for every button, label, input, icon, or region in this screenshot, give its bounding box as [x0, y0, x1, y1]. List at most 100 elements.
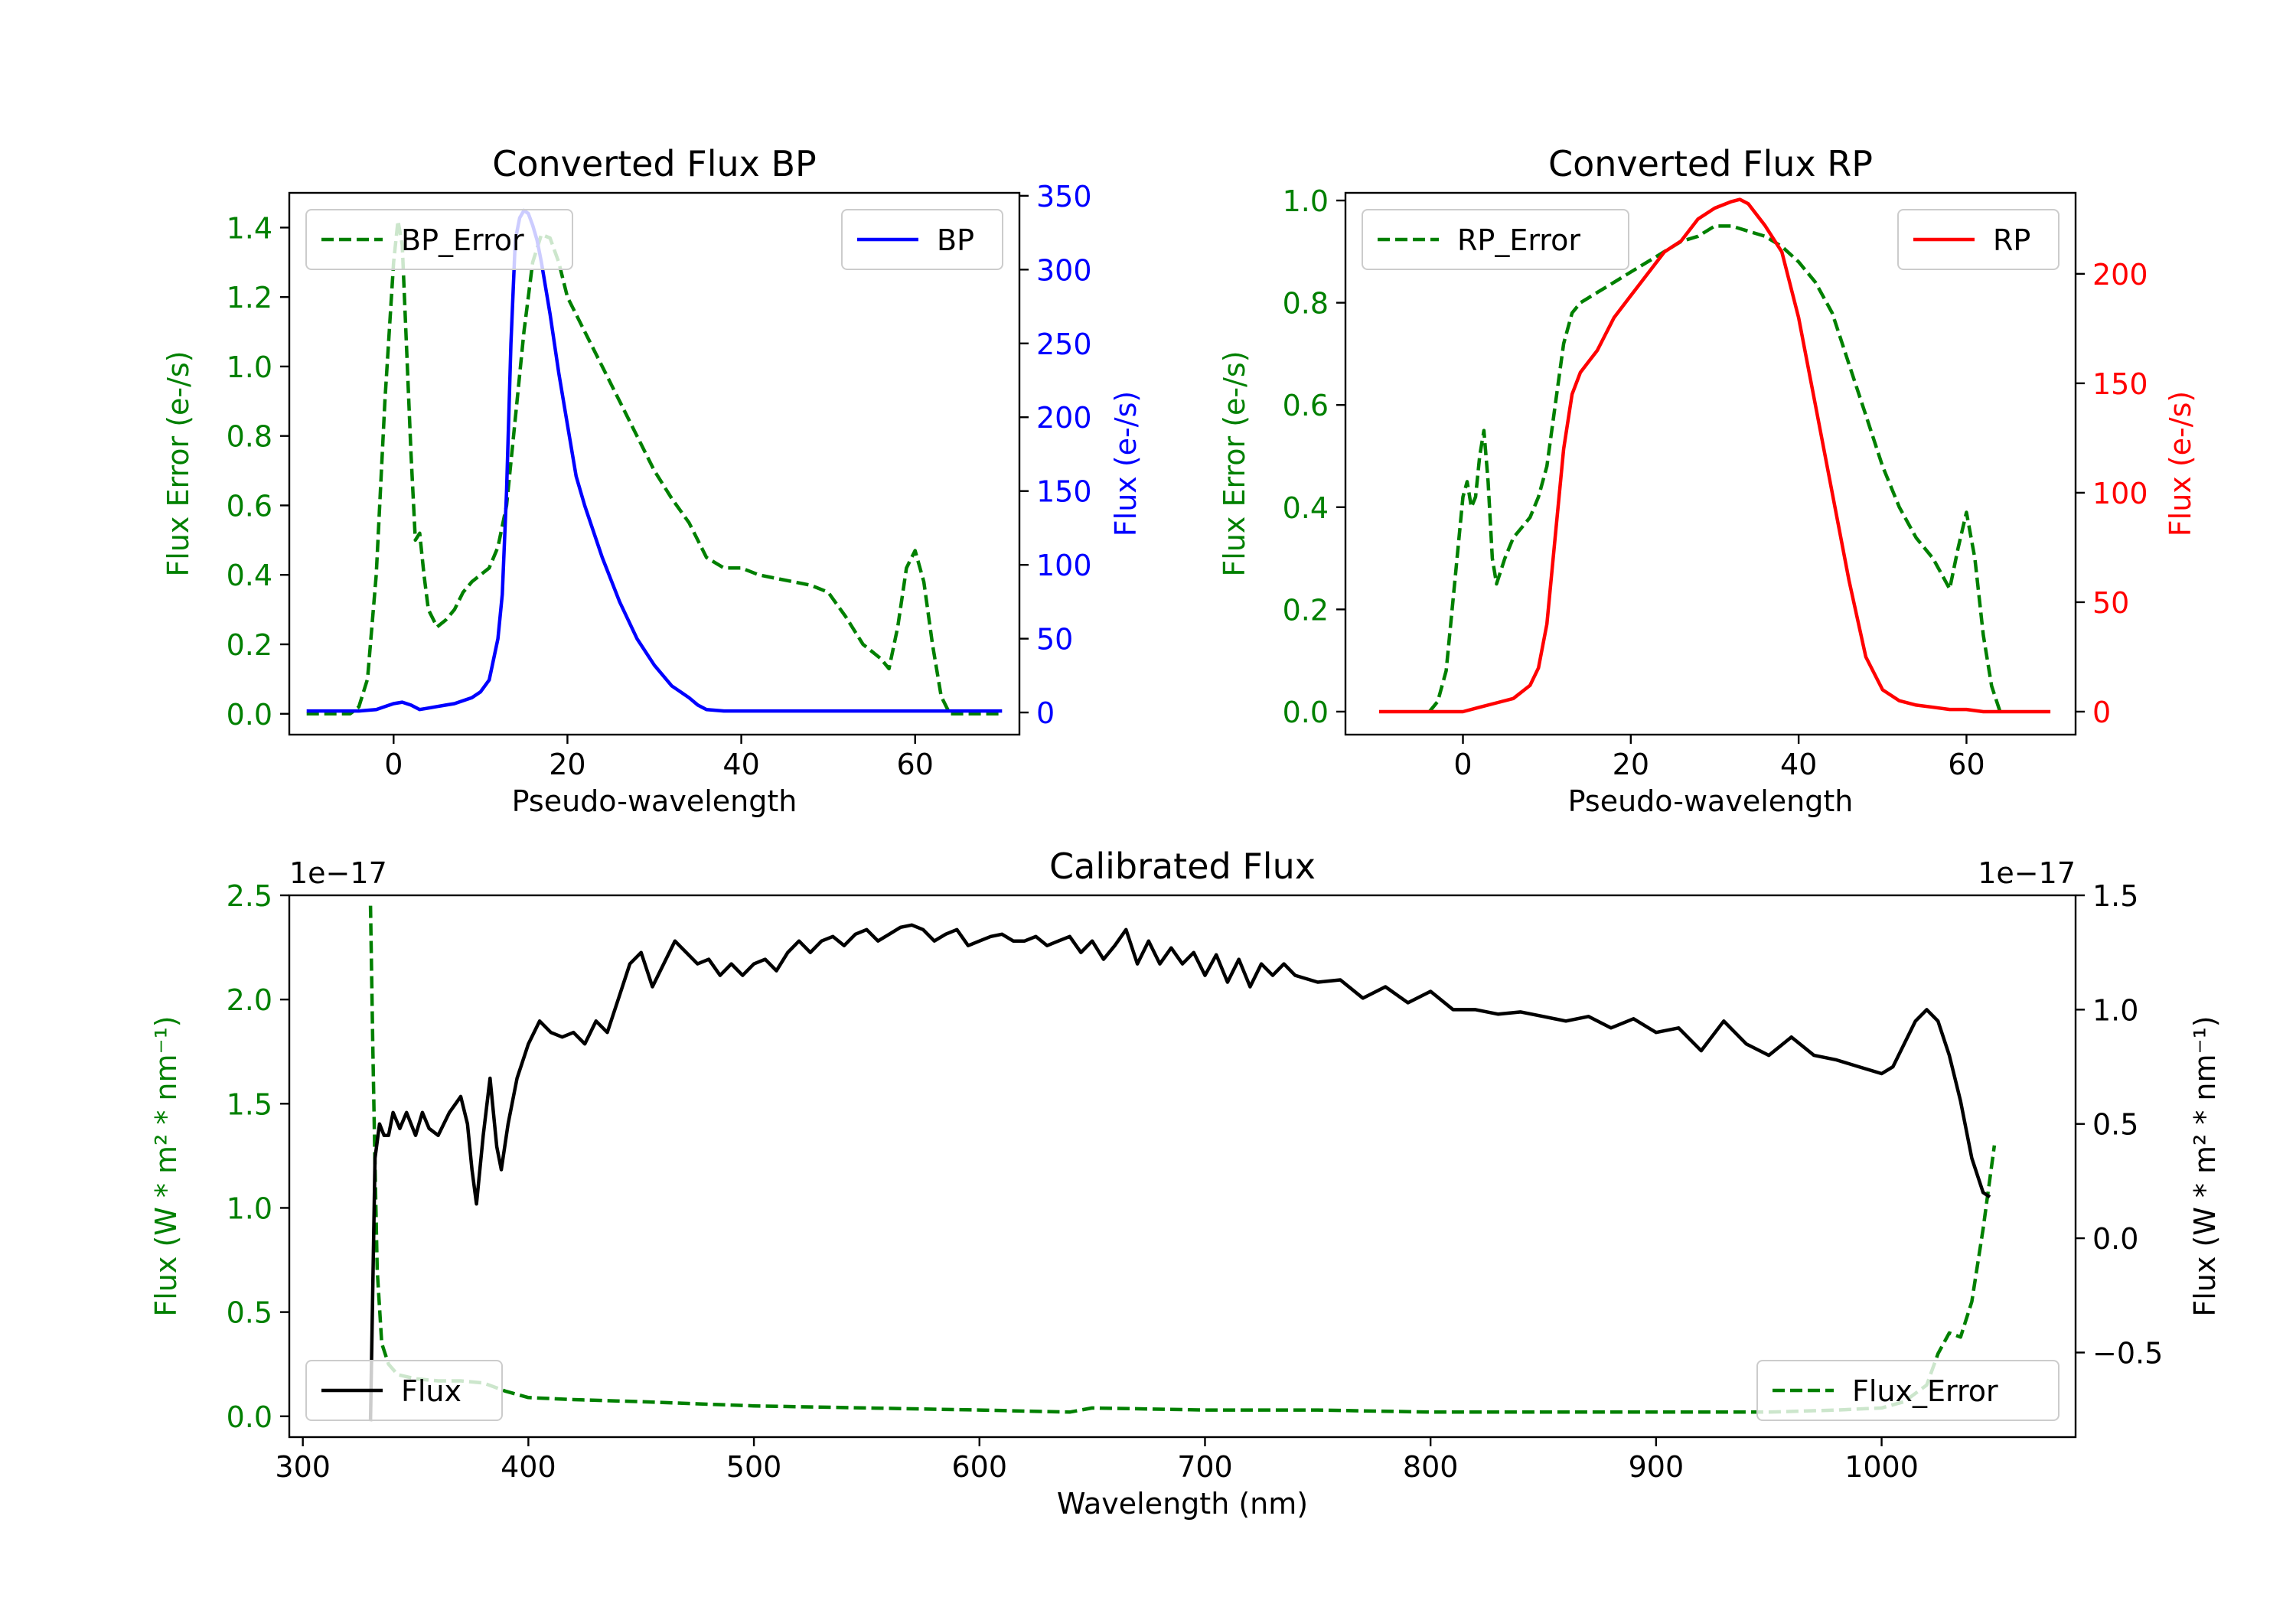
y-left-axis-label: Flux (W * m² * nm⁻¹)	[149, 1015, 183, 1316]
y-right-tick-label: 200	[1036, 401, 1092, 435]
y-left-tick-label: 0.2	[1283, 593, 1329, 627]
chart-title: Converted Flux RP	[1548, 143, 1873, 184]
x-tick-label: 40	[1780, 748, 1817, 781]
x-axis-label: Wavelength (nm)	[1057, 1487, 1308, 1521]
legend-label: BP	[937, 223, 974, 257]
y-right-tick-label: 0	[2092, 696, 2111, 729]
y-right-tick-label: 50	[2092, 586, 2129, 620]
y-left-tick-label: 0.6	[1283, 389, 1329, 422]
y-right-tick-label: 100	[2092, 477, 2148, 510]
x-tick-label: 700	[1177, 1450, 1233, 1484]
y-left-tick-label: 0.4	[227, 559, 272, 592]
x-tick-label: 800	[1403, 1450, 1459, 1484]
chart-bp: 0 20 40 60 0.0 0.2 0.4 0.6 0.8 1.0 1.2 1.4 0 50 100 150…	[161, 143, 1143, 818]
y-right-tick-label: 0.5	[2092, 1108, 2138, 1142]
y-left-axis-label: Flux Error (e-/s)	[161, 350, 195, 576]
y-left-tick-label: 0.0	[227, 1400, 272, 1434]
y-left-tick-label: 1.2	[227, 281, 272, 315]
chart-cal: 300 400 500 600 700 800 900 1000 0.0 0.5 1.0 1.5 2.0…	[149, 846, 2222, 1521]
x-tick-label: 20	[1613, 748, 1649, 781]
x-axis-label: Pseudo-wavelength	[1568, 784, 1854, 818]
y-right-tick-label: 0	[1036, 696, 1055, 730]
legend-box	[305, 209, 573, 270]
legend-flux-error: Flux_Error	[1756, 1360, 2060, 1421]
y-right-tick-label: 1.5	[2092, 879, 2138, 913]
y-right-tick-label: −0.5	[2092, 1336, 2163, 1370]
y-right-axis-label: Flux (e-/s)	[2164, 391, 2197, 536]
chart-title: Calibrated Flux	[1049, 846, 1316, 887]
series-line-bp-error	[306, 219, 1003, 716]
y-left-tick-label: 1.0	[227, 1191, 272, 1225]
y-left-tick-label: 0.6	[227, 489, 272, 523]
x-tick-label: 20	[549, 748, 585, 781]
legend-label: BP_Error	[401, 223, 524, 257]
legend-bp-error: BP_Error	[305, 209, 573, 270]
legend-label: RP_Error	[1457, 223, 1580, 257]
y-right-tick-label: 200	[2092, 258, 2148, 292]
legend-box	[1362, 209, 1629, 270]
y-left-tick-label: 1.0	[1283, 184, 1329, 218]
series-line-rp	[1378, 197, 2051, 714]
series-group	[306, 208, 1003, 716]
x-tick-label: 600	[952, 1450, 1008, 1484]
legend-box	[1756, 1360, 2060, 1421]
legend-label: RP	[1993, 223, 2030, 257]
y-left-tick-label: 0.8	[227, 420, 272, 454]
series-line-bp	[306, 208, 1003, 713]
legend-rp-error: RP_Error	[1362, 209, 1629, 270]
x-tick-label: 60	[1948, 748, 1985, 781]
y-left-tick-label: 0.0	[227, 698, 272, 732]
y-left-offset-label: 1e−17	[289, 856, 387, 890]
y-left-tick-label: 0.5	[227, 1296, 272, 1330]
y-right-offset-label: 1e−17	[1978, 856, 2076, 890]
legend-label: Flux	[401, 1374, 461, 1408]
legend-box	[305, 1360, 503, 1421]
legend-bp: BP	[841, 209, 1003, 270]
legend-box	[841, 209, 1003, 270]
x-tick-label: 60	[897, 748, 934, 781]
y-left-tick-label: 1.0	[227, 350, 272, 384]
y-right-tick-label: 1.0	[2092, 993, 2138, 1027]
y-right-axis-label: Flux (e-/s)	[1109, 391, 1143, 536]
y-right-tick-label: 300	[1036, 253, 1092, 287]
legend-box	[1897, 209, 2060, 270]
series-line-rp-error	[1427, 224, 2002, 713]
legend-label: Flux_Error	[1852, 1374, 1998, 1408]
x-axis-label: Pseudo-wavelength	[512, 784, 797, 818]
x-tick-label: 40	[722, 748, 759, 781]
y-left-tick-label: 0.4	[1283, 491, 1329, 525]
x-tick-label: 500	[726, 1450, 782, 1484]
x-tick-label: 400	[501, 1450, 556, 1484]
plot-frame	[288, 894, 2077, 1439]
y-right-tick-label: 250	[1036, 328, 1092, 361]
series-line-flux	[368, 923, 1991, 1422]
chart-rp: 0 20 40 60 0.0 0.2 0.4 0.6 0.8 1.0 0 50 100 150 200 Con…	[1218, 143, 2197, 818]
y-right-tick-label: 350	[1036, 180, 1092, 214]
x-tick-label: 300	[275, 1450, 331, 1484]
y-left-tick-label: 0.2	[227, 628, 272, 662]
y-right-tick-label: 0.0	[2092, 1222, 2138, 1256]
y-left-axis-label: Flux Error (e-/s)	[1218, 350, 1251, 576]
y-left-tick-label: 0.0	[1283, 696, 1329, 729]
x-tick-label: 1000	[1844, 1450, 1919, 1484]
x-tick-label: 0	[384, 748, 403, 781]
y-right-tick-label: 150	[2092, 367, 2148, 401]
y-left-tick-label: 1.5	[227, 1087, 272, 1121]
legend-rp: RP	[1897, 209, 2060, 270]
plot-frame	[288, 191, 1021, 736]
y-right-tick-label: 150	[1036, 475, 1092, 509]
legend-flux: Flux	[305, 1360, 503, 1421]
y-left-tick-label: 2.0	[227, 983, 272, 1017]
y-left-tick-label: 0.8	[1283, 287, 1329, 321]
y-right-axis-label: Flux (W * m² * nm⁻¹)	[2188, 1015, 2222, 1316]
x-tick-label: 900	[1629, 1450, 1684, 1484]
chart-title: Converted Flux BP	[492, 143, 817, 184]
y-left-tick-label: 1.4	[227, 211, 272, 245]
series-group	[1378, 197, 2051, 714]
y-right-tick-label: 50	[1036, 623, 1073, 657]
y-right-tick-label: 100	[1036, 549, 1092, 582]
x-tick-label: 0	[1453, 748, 1472, 781]
plot-frame	[1344, 191, 2077, 736]
y-left-tick-label: 2.5	[227, 879, 272, 913]
